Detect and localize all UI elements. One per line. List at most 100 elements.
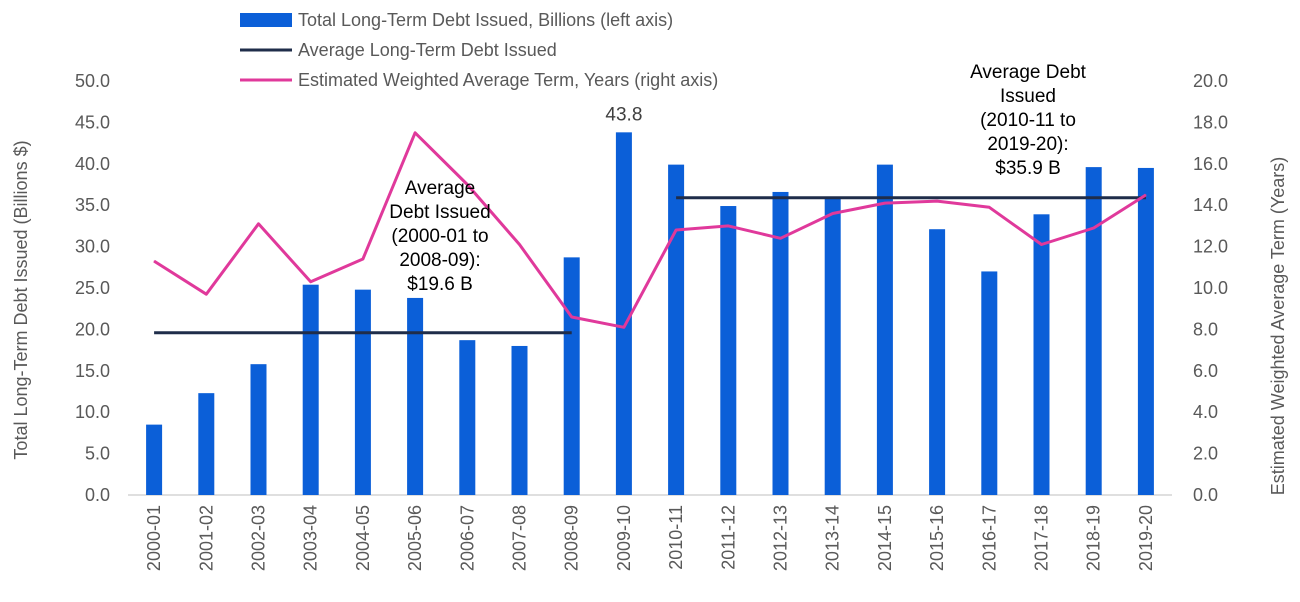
- bar-2000-01: [146, 424, 163, 495]
- legend-entry: Estimated Weighted Average Term, Years (…: [298, 70, 718, 90]
- bar-2004-05: [354, 289, 371, 495]
- annotation-line: $35.9 B: [995, 158, 1061, 179]
- bar-2013-14: [824, 196, 841, 496]
- x-tick-label: 2008-09: [562, 505, 582, 571]
- right-axis-tick-label: 16.0: [1193, 154, 1228, 174]
- x-tick-label: 2003-04: [301, 505, 321, 571]
- x-tick-label: 2002-03: [249, 505, 269, 571]
- x-tick-label: 2007-08: [510, 505, 530, 571]
- x-tick-label: 2009-10: [614, 505, 634, 571]
- term-point-2003-04: [310, 281, 312, 283]
- data-labels: 43.8: [605, 104, 642, 125]
- annotation-line: (2000-01 to: [391, 226, 488, 247]
- x-tick-label: 2015-16: [927, 505, 947, 571]
- left-axis-tick-label: 50.0: [75, 71, 110, 91]
- x-tick-label: 2000-01: [144, 505, 164, 571]
- annotation-1: Average Debt Issued (2000-01 to 2008-09): $1…: [389, 178, 490, 295]
- right-axis-tick-label: 14.0: [1193, 195, 1228, 215]
- left-axis: 0.0 5.0 10.0 15.0 20.0 25.0 30.0 35.0 40.0 45.0 50…: [75, 71, 110, 505]
- x-tick-label: 2018-19: [1084, 505, 1104, 571]
- bar-2017-18: [1033, 214, 1050, 496]
- annotation-line: 2019-20):: [987, 134, 1068, 155]
- term-point-2005-06: [414, 132, 416, 134]
- term-point-2000-01: [153, 260, 155, 262]
- x-tick-label: 2014-15: [875, 505, 895, 571]
- annotation-line: 2008-09):: [399, 250, 480, 271]
- left-axis-tick-label: 10.0: [75, 402, 110, 422]
- x-tick-label: 2011-12: [718, 505, 738, 570]
- term-point-2007-08: [519, 244, 520, 246]
- left-axis-tick-label: 20.0: [75, 319, 110, 339]
- bar-2014-15: [876, 164, 893, 496]
- bar-2005-06: [407, 297, 424, 495]
- bar-2008-09: [563, 257, 580, 495]
- term-point-2006-07: [466, 184, 468, 185]
- term-point-2009-10: [623, 326, 625, 328]
- x-axis-ticks: 2000-01 2001-02 2002-03 2003-04 2004-05 2005-…: [144, 505, 1156, 571]
- term-point-2017-18: [1041, 244, 1042, 246]
- term-point-2001-02: [205, 293, 207, 295]
- bar-2006-07: [459, 340, 476, 495]
- left-axis-tick-label: 40.0: [75, 154, 110, 174]
- bar-2018-19: [1085, 167, 1102, 495]
- bar-2009-10: [615, 132, 632, 495]
- term-point-2019-20: [1145, 194, 1147, 196]
- bar-2010-11: [668, 164, 685, 496]
- left-axis-tick-label: 30.0: [75, 237, 110, 257]
- right-axis-tick-label: 2.0: [1193, 444, 1218, 464]
- annotation-line: Debt Issued: [389, 202, 490, 223]
- x-tick-label: 2019-20: [1136, 505, 1156, 571]
- term-point-2016-17: [988, 206, 990, 208]
- x-tick-label: 2004-05: [353, 505, 373, 571]
- bar-2001-02: [198, 393, 215, 495]
- x-tick-label: 2013-14: [823, 505, 843, 571]
- annotation-line: Average Debt: [970, 62, 1087, 83]
- x-tick-label: 2006-07: [457, 505, 477, 571]
- legend-swatch-bar: [240, 13, 292, 27]
- right-axis-title: Estimated Weighted Average Term (Years): [1268, 157, 1288, 496]
- right-axis-tick-label: 6.0: [1193, 361, 1218, 381]
- term-series: [153, 131, 1147, 329]
- annotation-line: (2010-11 to: [980, 110, 1076, 131]
- left-axis-tick-label: 0.0: [85, 485, 110, 505]
- term-point-2014-15: [884, 202, 886, 204]
- term-line: [153, 131, 1147, 329]
- term-point-2012-13: [780, 237, 781, 239]
- annotations: Average Debt Issued (2000-01 to 2008-09): $1…: [389, 62, 1086, 295]
- legend-entry: Total Long-Term Debt Issued, Billions (l…: [298, 10, 673, 30]
- annotation-line: Issued: [1000, 86, 1056, 107]
- x-tick-label: 2012-13: [771, 505, 791, 571]
- term-point-2004-05: [362, 258, 364, 260]
- term-point-2011-12: [727, 225, 729, 227]
- right-axis-tick-label: 12.0: [1193, 237, 1228, 257]
- x-tick-label: 2010-11: [666, 505, 686, 570]
- legend: Total Long-Term Debt Issued, Billions (l…: [240, 10, 718, 90]
- bar-2011-12: [720, 206, 737, 495]
- left-axis-tick-label: 25.0: [75, 278, 110, 298]
- left-axis-tick-label: 45.0: [75, 112, 110, 132]
- term-point-2002-03: [258, 223, 259, 225]
- bar-2012-13: [772, 191, 789, 495]
- left-axis-tick-label: 35.0: [75, 195, 110, 215]
- x-tick-label: 2001-02: [196, 505, 216, 571]
- right-axis-tick-label: 0.0: [1193, 485, 1218, 505]
- average-lines: [154, 196, 1146, 335]
- legend-entry: Average Long-Term Debt Issued: [298, 40, 557, 60]
- term-point-2018-19: [1093, 227, 1095, 229]
- left-axis-tick-label: 5.0: [85, 444, 110, 464]
- data-label: 43.8: [605, 104, 642, 125]
- term-point-2013-14: [832, 212, 834, 214]
- bar-2019-20: [1137, 167, 1154, 495]
- bar-2003-04: [302, 284, 319, 495]
- bar-2002-03: [250, 364, 267, 495]
- right-axis-tick-label: 8.0: [1193, 319, 1218, 339]
- right-axis-tick-label: 18.0: [1193, 112, 1228, 132]
- annotation-line: $19.6 B: [407, 274, 473, 295]
- right-axis-tick-label: 4.0: [1193, 402, 1218, 422]
- right-axis-tick-label: 20.0: [1193, 71, 1228, 91]
- x-tick-label: 2016-17: [979, 505, 999, 571]
- term-point-2010-11: [675, 229, 677, 231]
- term-point-2015-16: [936, 200, 938, 202]
- bar-2015-16: [929, 229, 946, 495]
